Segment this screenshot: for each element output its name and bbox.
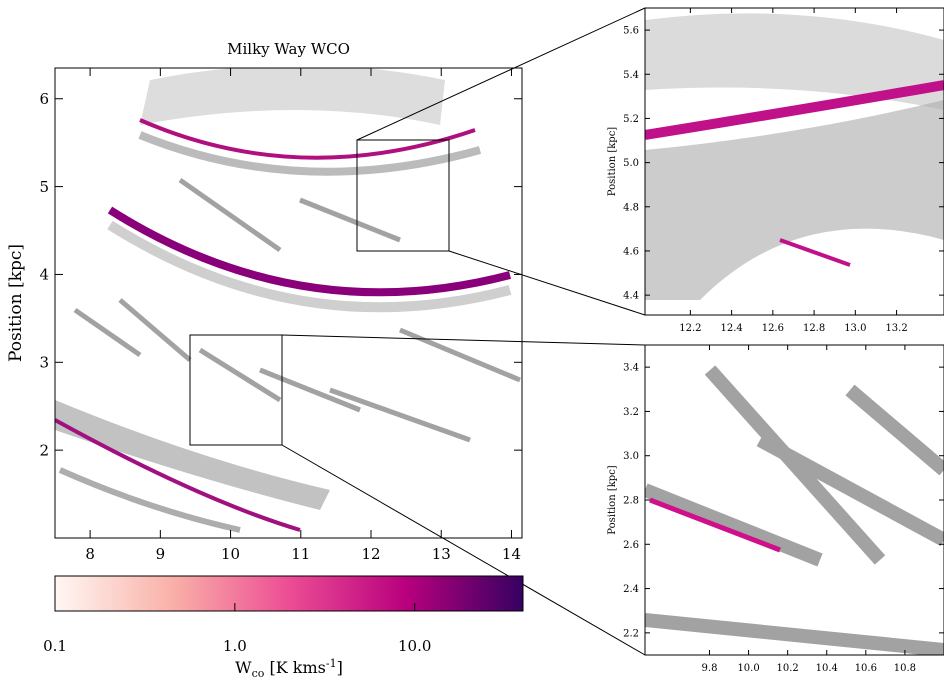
x-tick-label: 10.6: [855, 663, 877, 674]
x-tick-label: 12: [361, 545, 380, 563]
y-tick-label: 2.4: [623, 584, 639, 595]
y-tick-label: 2.6: [623, 540, 639, 551]
chart-title: Milky Way WCO: [227, 40, 350, 58]
y-tick-label: 2.2: [623, 628, 639, 639]
zoom-guides: [189, 7, 646, 656]
y-tick-label: 6: [39, 90, 49, 108]
x-tick-label: 12.6: [762, 323, 784, 334]
map-imagery: [55, 68, 521, 533]
plot-frame: [644, 344, 944, 656]
y-axis-label: Position [kpc]: [607, 127, 618, 196]
x-tick-label: 11: [291, 545, 310, 563]
y-tick-label: 2.8: [623, 496, 639, 507]
label-part: [K kms: [264, 658, 325, 677]
y-tick-label: 3: [39, 354, 49, 372]
x-tick-label: 12.4: [720, 323, 742, 334]
colorbar-tick-label: 0.1: [43, 637, 67, 655]
plot-frame: [644, 7, 944, 316]
y-axis-label: Position [kpc]: [6, 244, 26, 362]
zoom-imagery: [645, 365, 944, 655]
x-tick-label: 9.8: [702, 663, 718, 674]
y-tick-label: 4.4: [623, 291, 639, 302]
label-part: ]: [337, 658, 343, 677]
y-tick-label: 3.2: [623, 407, 639, 418]
colorbar: [54, 575, 524, 612]
x-tick-label: 8: [85, 545, 95, 563]
y-tick-label: 3.4: [623, 363, 639, 374]
y-tick-label: 4: [39, 266, 49, 284]
x-tick-label: 13.0: [844, 323, 866, 334]
plot-frame: [54, 67, 523, 539]
y-tick-label: 5.6: [623, 26, 639, 37]
y-tick-label: 4.8: [623, 202, 639, 213]
y-tick-label: 3.0: [623, 451, 639, 462]
x-tick-label: 13.2: [885, 323, 907, 334]
y-tick-label: 5.4: [623, 70, 639, 81]
y-tick-label: 2: [39, 441, 49, 459]
x-tick-label: 10.4: [816, 663, 838, 674]
zoom-imagery: [645, 13, 944, 300]
x-tick-label: 12.8: [803, 323, 825, 334]
colorbar-tick-label: 1.0: [223, 637, 247, 655]
y-tick-label: 4.6: [623, 246, 639, 257]
y-tick-label: 5.2: [623, 114, 639, 125]
colorbar-tick-label: 10.0: [398, 637, 431, 655]
y-tick-label: 5: [39, 178, 49, 196]
x-tick-label: 10.2: [777, 663, 799, 674]
x-tick-label: 10.8: [894, 663, 916, 674]
x-tick-label: 9: [156, 545, 166, 563]
y-axis-label: Position [kpc]: [607, 465, 618, 534]
y-tick-label: 5.0: [623, 158, 639, 169]
label-sub: co: [252, 667, 265, 679]
x-tick-label: 13: [432, 545, 451, 563]
label-sup: -1: [326, 657, 337, 670]
x-tick-label: 10: [221, 545, 240, 563]
x-tick-label: 10.0: [737, 663, 759, 674]
label-part: W: [235, 658, 252, 677]
x-tick-label: 14: [502, 545, 521, 563]
colorbar-label: Wco [K kms-1]: [235, 657, 343, 679]
x-tick-label: 12.2: [679, 323, 701, 334]
